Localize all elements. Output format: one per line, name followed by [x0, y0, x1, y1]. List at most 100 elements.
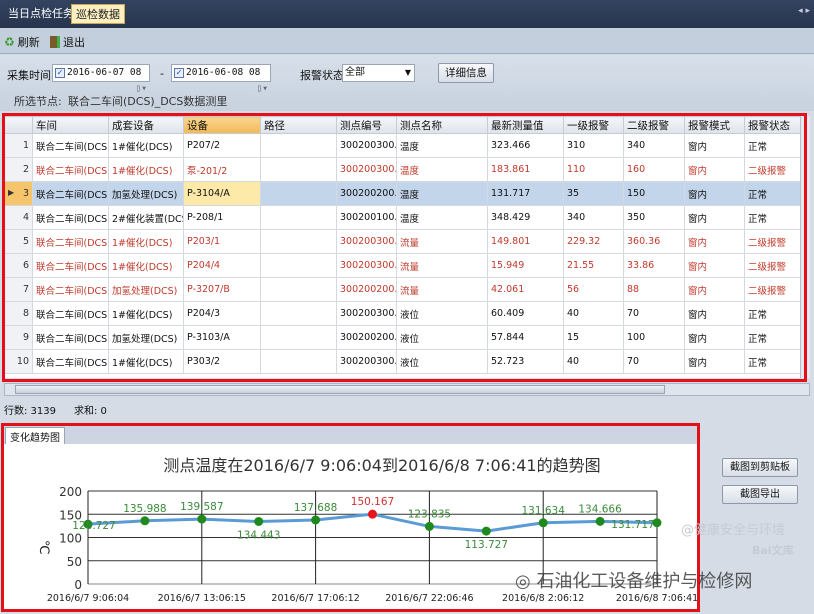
table-cell[interactable]: 液位: [396, 325, 488, 350]
table-cell[interactable]: 300200300...: [336, 301, 397, 326]
table-cell[interactable]: [260, 325, 337, 350]
table-cell[interactable]: 温度: [396, 181, 488, 206]
table-cell[interactable]: [260, 157, 337, 182]
table-cell[interactable]: 温度: [396, 133, 488, 158]
row-number[interactable]: 7: [4, 277, 33, 302]
table-cell[interactable]: 131.717: [487, 181, 564, 206]
table-cell[interactable]: 流量: [396, 277, 488, 302]
table-cell[interactable]: 33.86: [623, 253, 685, 278]
table-cell[interactable]: 300200200...: [336, 181, 397, 206]
table-cell[interactable]: 联合二车间(DCS): [32, 349, 109, 374]
table-cell[interactable]: 100: [623, 325, 685, 350]
table-cell[interactable]: 加氢处理(DCS): [108, 325, 184, 350]
table-cell[interactable]: 300200200...: [336, 277, 397, 302]
exit-button[interactable]: 退出: [50, 34, 85, 50]
table-cell[interactable]: 联合二车间(DCS): [32, 181, 109, 206]
row-number[interactable]: 10: [4, 349, 33, 374]
table-cell[interactable]: 联合二车间(DCS): [32, 229, 109, 254]
refresh-button[interactable]: ♻ 刷新: [4, 34, 40, 50]
table-cell[interactable]: 二级报警: [744, 253, 800, 278]
table-cell[interactable]: 300200300...: [336, 253, 397, 278]
tab-inspection-data[interactable]: 巡检数据: [71, 4, 125, 24]
table-cell[interactable]: 窗内: [684, 301, 745, 326]
grid-vertical-scrollbar[interactable]: [800, 116, 810, 378]
row-number[interactable]: ▶ 3: [4, 181, 33, 206]
table-cell[interactable]: 窗内: [684, 325, 745, 350]
table-cell[interactable]: P207/2: [183, 133, 261, 158]
table-cell[interactable]: 正常: [744, 325, 800, 350]
table-cell[interactable]: 1#催化(DCS): [108, 133, 184, 158]
table-cell[interactable]: 流量: [396, 253, 488, 278]
table-cell[interactable]: 二级报警: [744, 277, 800, 302]
table-cell[interactable]: 正常: [744, 301, 800, 326]
table-cell[interactable]: 300200300...: [336, 157, 397, 182]
table-cell[interactable]: 52.723: [487, 349, 564, 374]
row-number[interactable]: 2: [4, 157, 33, 182]
table-cell[interactable]: 窗内: [684, 253, 745, 278]
table-cell[interactable]: [260, 205, 337, 230]
row-number[interactable]: 1: [4, 133, 33, 158]
table-cell[interactable]: 联合二车间(DCS): [32, 205, 109, 230]
table-cell[interactable]: 150: [623, 181, 685, 206]
table-cell[interactable]: 348.429: [487, 205, 564, 230]
table-cell[interactable]: 57.844: [487, 325, 564, 350]
table-cell[interactable]: 35: [563, 181, 624, 206]
table-cell[interactable]: 液位: [396, 301, 488, 326]
table-cell[interactable]: 70: [623, 349, 685, 374]
table-cell[interactable]: 300200300...: [336, 349, 397, 374]
table-cell[interactable]: P-3103/A: [183, 325, 261, 350]
table-cell[interactable]: 229.32: [563, 229, 624, 254]
column-header[interactable]: 车间: [32, 116, 109, 134]
tab-scroll-arrows[interactable]: ◂ ▸: [798, 6, 810, 16]
copy-to-clipboard-button[interactable]: 截图到剪贴板: [722, 458, 798, 477]
table-cell[interactable]: 窗内: [684, 133, 745, 158]
table-cell[interactable]: 加氢处理(DCS): [108, 181, 184, 206]
row-number[interactable]: 5: [4, 229, 33, 254]
table-cell[interactable]: 300200200...: [336, 325, 397, 350]
table-cell[interactable]: 40: [563, 349, 624, 374]
date-to-checkbox[interactable]: ✓: [174, 67, 184, 78]
table-cell[interactable]: 183.861: [487, 157, 564, 182]
table-cell[interactable]: 正常: [744, 349, 800, 374]
table-cell[interactable]: [260, 253, 337, 278]
table-cell[interactable]: 流量: [396, 229, 488, 254]
table-cell[interactable]: 310: [563, 133, 624, 158]
table-cell[interactable]: P204/3: [183, 301, 261, 326]
date-from-picker[interactable]: ✓ 2016-06-07 08 ▯▾: [52, 64, 150, 94]
column-header[interactable]: 一级报警: [563, 116, 624, 134]
table-cell[interactable]: 70: [623, 301, 685, 326]
table-cell[interactable]: 340: [563, 205, 624, 230]
table-cell[interactable]: P204/4: [183, 253, 261, 278]
table-cell[interactable]: 窗内: [684, 157, 745, 182]
table-cell[interactable]: 窗内: [684, 181, 745, 206]
table-cell[interactable]: 15.949: [487, 253, 564, 278]
table-cell[interactable]: 正常: [744, 181, 800, 206]
table-cell[interactable]: 窗内: [684, 349, 745, 374]
table-cell[interactable]: 窗内: [684, 277, 745, 302]
column-header[interactable]: 测点名称: [396, 116, 488, 134]
table-cell[interactable]: 联合二车间(DCS): [32, 157, 109, 182]
table-cell[interactable]: 300200100...: [336, 205, 397, 230]
table-cell[interactable]: 联合二车间(DCS): [32, 277, 109, 302]
table-cell[interactable]: 加氢处理(DCS): [108, 277, 184, 302]
table-cell[interactable]: 88: [623, 277, 685, 302]
row-number[interactable]: 8: [4, 301, 33, 326]
column-header[interactable]: 报警状态: [744, 116, 800, 134]
table-cell[interactable]: [260, 229, 337, 254]
table-cell[interactable]: 1#催化(DCS): [108, 157, 184, 182]
table-cell[interactable]: 二级报警: [744, 229, 800, 254]
table-cell[interactable]: P-3104/A: [183, 181, 261, 206]
export-screenshot-button[interactable]: 截图导出: [722, 485, 798, 504]
select-all-corner[interactable]: [4, 116, 33, 134]
table-cell[interactable]: 300200300...: [336, 133, 397, 158]
table-cell[interactable]: 温度: [396, 205, 488, 230]
row-number[interactable]: 9: [4, 325, 33, 350]
table-cell[interactable]: 1#催化(DCS): [108, 253, 184, 278]
table-cell[interactable]: [260, 133, 337, 158]
